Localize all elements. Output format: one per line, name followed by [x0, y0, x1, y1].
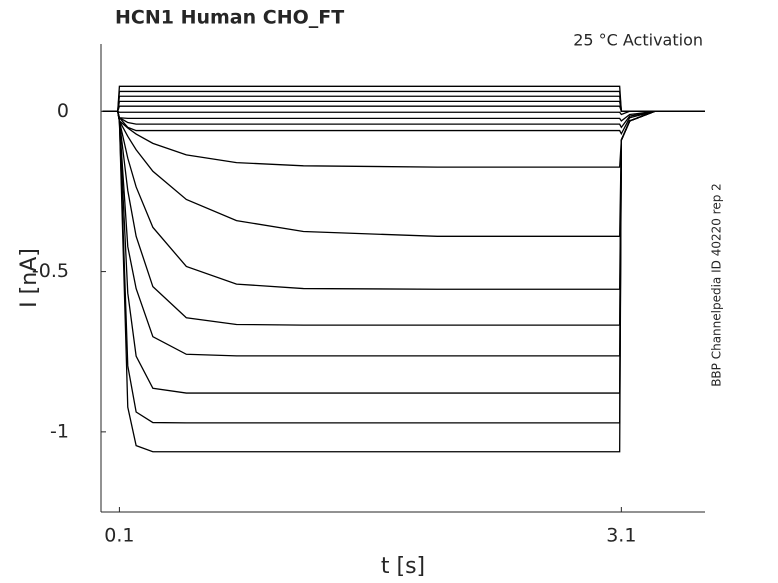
- trace: [102, 105, 705, 112]
- y-tick-label: 0: [57, 100, 69, 122]
- trace: [102, 110, 705, 129]
- y-axis-label: I [nA]: [17, 248, 42, 308]
- x-tick-label: 0.1: [104, 525, 134, 547]
- trace: [102, 110, 705, 116]
- trace: [102, 110, 705, 122]
- x-axis-label: t [s]: [381, 554, 425, 579]
- chart-title: HCN1 Human CHO_FT: [115, 7, 344, 29]
- trace: [102, 110, 705, 136]
- side-note: BBP Channelpedia ID 40220 rep 2: [710, 183, 724, 387]
- x-tick-label: 3.1: [606, 525, 636, 547]
- trace: [102, 110, 705, 453]
- y-tick-label: -0.5: [32, 260, 69, 282]
- annotation: 25 °C Activation: [573, 31, 703, 50]
- y-tick-label: -1: [50, 420, 69, 442]
